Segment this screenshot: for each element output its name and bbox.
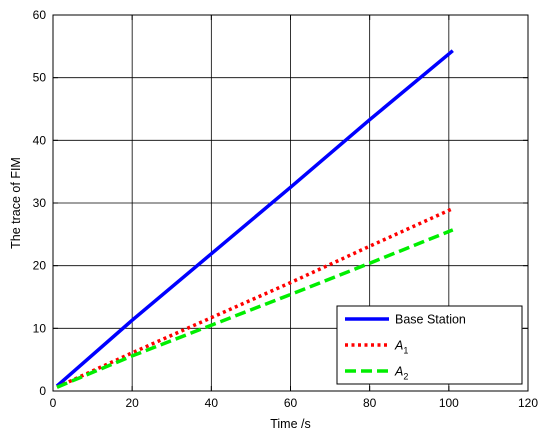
x-tick-label: 100 [439, 396, 459, 410]
y-tick-label: 40 [33, 133, 47, 147]
series-line-2 [56, 207, 454, 389]
x-tick-label: 80 [363, 396, 377, 410]
y-tick-label: 20 [33, 259, 47, 273]
x-tick-label: 120 [518, 396, 538, 410]
legend-label-3: A2 [394, 365, 408, 382]
x-tick-label: 60 [284, 396, 298, 410]
series-line-3 [56, 228, 454, 389]
legend: Base Station A1 A2 [336, 305, 523, 385]
y-axis-label: The trace of FIM [9, 157, 23, 249]
y-tick-label: 60 [33, 8, 47, 22]
x-tick-label: 20 [125, 396, 139, 410]
x-tick-label: 40 [205, 396, 219, 410]
x-tick-label: 0 [50, 396, 57, 410]
legend-label-2: A1 [394, 339, 408, 356]
x-axis-label: Time /s [270, 417, 311, 431]
series-group [55, 49, 454, 389]
legend-label-1: Base Station [395, 313, 466, 327]
y-tick-label: 30 [33, 196, 47, 210]
y-tick-label: 10 [33, 321, 47, 335]
ticks: 0 20 40 60 80 100 120 0 10 20 30 40 50 60 [33, 8, 539, 410]
series-line-1 [55, 49, 454, 388]
y-tick-label: 50 [33, 71, 47, 85]
y-tick-label: 0 [39, 384, 46, 398]
